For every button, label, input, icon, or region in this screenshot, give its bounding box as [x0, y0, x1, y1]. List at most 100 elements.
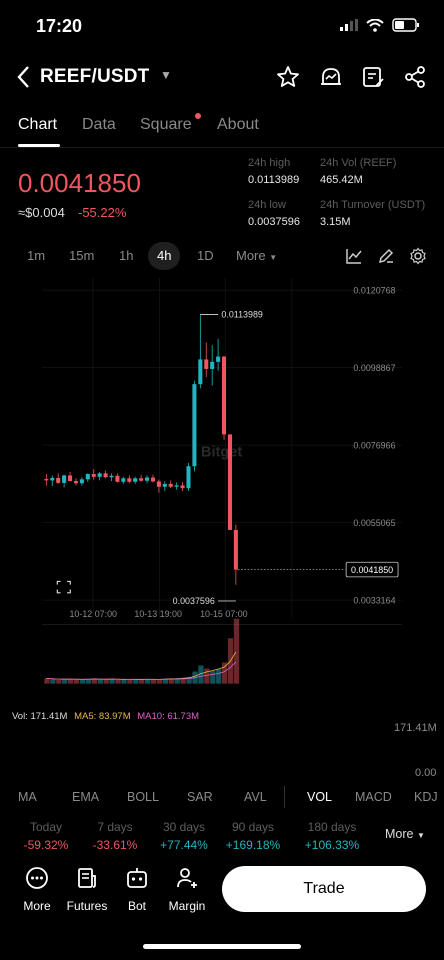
y-tick-label: 0.0055065: [353, 518, 395, 528]
indicator-boll[interactable]: BOLL: [127, 790, 159, 804]
tab-square[interactable]: Square: [140, 116, 192, 133]
line-chart-icon[interactable]: [345, 247, 363, 265]
pair-title[interactable]: REEF/USDT: [40, 66, 150, 87]
indicator-divider: [284, 786, 285, 808]
performance-strip: Today -59.32% 7 days -33.61% 30 days +77…: [0, 812, 444, 860]
nav-margin-label: Margin: [168, 899, 206, 913]
volume-bar: [233, 618, 240, 684]
volume-bar: [180, 677, 186, 684]
vol-legend: Vol: 171.41M: [12, 711, 68, 722]
candle-body: [97, 473, 102, 477]
fullscreen-icon-box[interactable]: [56, 581, 71, 594]
fullscreen-icon[interactable]: [56, 580, 71, 594]
x-tick-label: 10-13 19:00: [134, 609, 182, 619]
perf-label-7d: 7 days: [97, 820, 133, 834]
perf-value-today: -59.32%: [23, 838, 69, 852]
draw-tool-icon[interactable]: [377, 247, 395, 265]
turnover-label: 24h Turnover (USDT): [320, 199, 426, 211]
vol-label: 24h Vol (REEF): [320, 157, 397, 169]
indicator-sar[interactable]: SAR: [187, 790, 213, 804]
timeframe-more[interactable]: More ▼: [236, 248, 277, 263]
status-time: 17:20: [36, 16, 83, 36]
back-arrow-icon[interactable]: [14, 64, 36, 90]
pair-dropdown-icon[interactable]: ▼: [160, 68, 172, 82]
volume-bar: [44, 678, 50, 684]
low-value: 0.0037596: [248, 216, 300, 228]
timeframe-1m[interactable]: 1m: [27, 248, 46, 263]
candle-body: [79, 479, 84, 484]
indicator-vol[interactable]: VOL: [307, 790, 333, 804]
timeframe-4h[interactable]: 4h: [148, 242, 181, 270]
more-dots-icon: [26, 867, 48, 889]
perf-label-30d: 30 days: [162, 820, 206, 834]
volume-bar: [198, 665, 204, 684]
volume-bar: [115, 679, 121, 684]
volume-bar: [156, 679, 163, 684]
nav-bot[interactable]: Bot: [109, 866, 165, 913]
indicator-ma[interactable]: MA: [18, 790, 37, 804]
indicator-avl[interactable]: AVL: [244, 790, 267, 804]
perf-value-30d: +77.44%: [160, 838, 208, 852]
candle-body: [145, 477, 150, 481]
indicator-macd[interactable]: MACD: [355, 790, 392, 804]
high-label: 24h high: [248, 157, 291, 169]
volume-bar: [56, 679, 62, 684]
candle-body: [56, 477, 61, 483]
star-icon[interactable]: [275, 64, 301, 90]
volume-bar: [127, 679, 133, 684]
nav-futures[interactable]: Futures: [59, 866, 115, 913]
candles: [44, 314, 238, 585]
ma5-legend: MA5: 83.97M: [74, 711, 131, 722]
ma10-line: [46, 661, 237, 680]
volume-bar: [103, 679, 109, 684]
candle-body: [121, 478, 126, 482]
volume-bar: [204, 668, 210, 684]
perf-label-180d: 180 days: [307, 820, 357, 834]
volume-bar: [50, 679, 56, 684]
signal-icon: [340, 19, 358, 31]
y-tick-label: 0.0076966: [353, 440, 395, 450]
header: REEF/USDT ▼: [0, 62, 444, 94]
timeframe-15m[interactable]: 15m: [69, 248, 95, 263]
perf-more-button[interactable]: More ▼: [385, 827, 425, 841]
price-chart[interactable]: Bitget 0.0120768 0.0098867 0.0076966 0.0055…: [0, 278, 444, 708]
settings-gear-icon[interactable]: [409, 247, 427, 265]
candle-body: [50, 477, 55, 481]
volume-bar: [91, 678, 97, 684]
margin-icon: [177, 868, 197, 888]
volume-bar: [133, 679, 139, 684]
low-annotation: 0.0037596: [173, 596, 215, 606]
tab-about[interactable]: About: [217, 116, 259, 133]
timeframe-1h[interactable]: 1h: [119, 248, 134, 263]
note-icon[interactable]: [360, 64, 386, 90]
share-icon[interactable]: [402, 64, 428, 90]
tab-chart[interactable]: Chart: [18, 116, 58, 133]
nav-margin[interactable]: Margin: [159, 866, 215, 913]
annotations: 0.0113989 0.0037596 0.0041850: [173, 310, 399, 606]
last-price: 0.0041850: [18, 168, 141, 198]
usd-price: ≈$0.004: [18, 205, 65, 220]
volume-bar: [73, 679, 80, 684]
candle-body: [174, 485, 179, 487]
indicator-kdj[interactable]: KDJ: [414, 790, 438, 804]
caret-down-icon: ▼: [416, 831, 425, 840]
perf-label-today: Today: [29, 820, 63, 834]
price-alert-icon[interactable]: [318, 64, 344, 90]
ma10-legend: MA10: 61.73M: [137, 711, 200, 722]
nav-more[interactable]: More: [9, 866, 65, 913]
trade-button[interactable]: Trade: [222, 866, 426, 912]
candle-body: [192, 384, 197, 467]
indicator-ema[interactable]: EMA: [72, 790, 100, 804]
volume-bar: [85, 679, 92, 684]
tab-bar: Chart Data Square About: [0, 113, 444, 148]
status-icons: [340, 18, 420, 32]
timeframe-more-label: More: [236, 248, 266, 263]
last-price-box: [345, 561, 399, 578]
candle-body: [186, 466, 191, 489]
timeframe-bar: 1m 15m 1h 4h 1D More ▼: [0, 242, 444, 270]
bot-icon: [127, 868, 147, 888]
nav-futures-label: Futures: [66, 899, 108, 913]
timeframe-1d[interactable]: 1D: [197, 248, 214, 263]
price-change: -55.22%: [78, 205, 127, 220]
tab-data[interactable]: Data: [82, 116, 116, 133]
